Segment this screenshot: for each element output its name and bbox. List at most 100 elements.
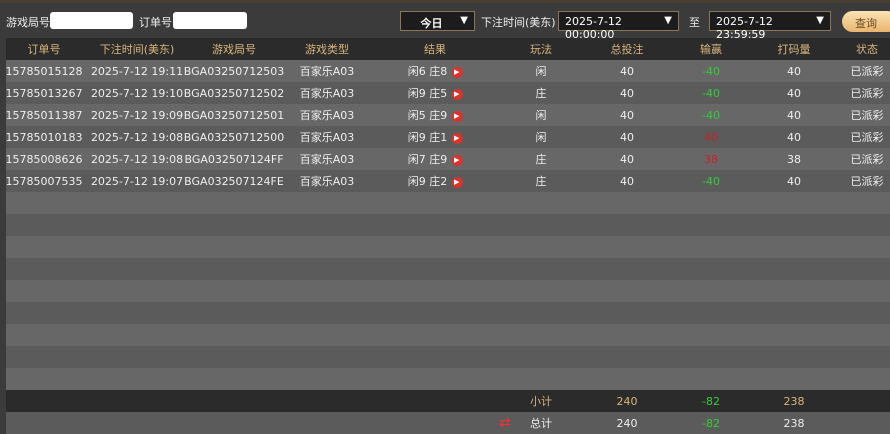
cell-text: 40 — [620, 86, 634, 100]
play-replay-icon[interactable]: ▶ — [451, 110, 463, 122]
cell-text: 40 — [787, 108, 801, 122]
play-replay-icon[interactable]: ▶ — [451, 132, 463, 144]
cell: 庄 — [536, 85, 547, 101]
cell-text: 闲9 庄5 — [407, 87, 448, 100]
cell: 40 — [787, 65, 801, 78]
column-header: 打码量 — [778, 41, 811, 57]
cell: BGA032507124FF — [184, 153, 283, 166]
table-row: 15785008626 2025-7-12 19:08 BGA032507124FF… — [6, 148, 890, 170]
cell: 百家乐A03 — [300, 85, 355, 101]
end-time-value: 2025-7-12 23:59:59 — [716, 15, 773, 41]
cell: 已派彩 — [851, 85, 884, 101]
cell-text: 闲 — [535, 109, 547, 122]
cell[interactable]: 闲9 庄5 ▶ — [408, 85, 463, 101]
empty-row — [6, 214, 890, 236]
cell-text: 40 — [620, 108, 634, 122]
cell: 已派彩 — [851, 173, 884, 189]
total-bet: 240 — [617, 417, 638, 430]
chevron-down-icon: ▼ — [816, 15, 824, 26]
column-header-text: 结果 — [424, 43, 446, 56]
cell: 2025-7-12 19:10 — [91, 87, 183, 100]
play-replay-icon[interactable]: ▶ — [451, 88, 463, 100]
cell-text: 40 — [787, 174, 801, 188]
total-win: -82 — [702, 417, 720, 430]
cell: 40 — [620, 153, 634, 166]
total-turnover: 238 — [784, 417, 805, 430]
cell[interactable]: 闲6 庄8 ▶ — [408, 63, 463, 79]
cell-text: 已派彩 — [850, 131, 884, 144]
cell: 庄 — [536, 173, 547, 189]
column-header: 游戏局号 — [212, 41, 256, 57]
column-header: 状态 — [856, 41, 878, 57]
cell-text: BGA03250712501 — [183, 108, 285, 122]
subtotal-bet: 240 — [617, 395, 638, 408]
subtotal-turnover-text: 238 — [783, 394, 805, 408]
cell[interactable]: 闲9 庄1 ▶ — [408, 129, 463, 145]
cell-text: 闲9 庄2 — [407, 175, 448, 188]
query-button[interactable]: 查询 — [842, 11, 890, 32]
cell-text: 已派彩 — [850, 65, 884, 78]
cell: 15785011387 — [6, 109, 83, 122]
cell-text: 闲 — [535, 65, 547, 78]
table-row: 15785010183 2025-7-12 19:08 BGA03250712500… — [6, 126, 890, 148]
cell: 百家乐A03 — [300, 151, 355, 167]
cell: BGA03250712503 — [184, 65, 284, 78]
cell: 闲 — [536, 63, 547, 79]
play-replay-icon[interactable]: ▶ — [451, 154, 463, 166]
cell-text: BGA03250712503 — [183, 64, 285, 78]
refresh-icon[interactable]: ⇄ — [499, 415, 511, 431]
cell-text: 40 — [620, 130, 634, 144]
period-select[interactable]: 今日 ▼ — [400, 11, 475, 31]
order-label: 订单号 — [139, 16, 172, 29]
subtotal-win: -82 — [702, 395, 720, 408]
table-row: 15785011387 2025-7-12 19:09 BGA03250712501… — [6, 104, 890, 126]
table-row: 15785015128 2025-7-12 19:11 BGA03250712503… — [6, 60, 890, 82]
start-time-select[interactable]: 2025-7-12 00:00:00 ▼ — [558, 11, 679, 41]
subtotal-label: 小计 — [530, 393, 552, 409]
column-header-text: 下注时间(美东) — [99, 43, 175, 56]
cell: 38 — [704, 153, 718, 166]
end-time-select[interactable]: 2025-7-12 23:59:59 ▼ — [709, 11, 831, 41]
cell-text: 2025-7-12 19:07 — [90, 174, 184, 188]
cell-text: 闲 — [535, 131, 547, 144]
cell-text: 百家乐A03 — [299, 65, 355, 78]
cell: 2025-7-12 19:11 — [91, 65, 183, 78]
total-label: 总计 — [530, 415, 552, 431]
cell: 已派彩 — [851, 107, 884, 123]
cell: BGA032507124FE — [184, 175, 284, 188]
cell: -40 — [702, 175, 720, 188]
cell[interactable]: 闲5 庄9 ▶ — [408, 107, 463, 123]
subtotal-bet-text: 240 — [616, 394, 638, 408]
column-header: 下注时间(美东) — [100, 41, 175, 57]
column-header-text: 玩法 — [530, 43, 552, 56]
column-header: 游戏类型 — [305, 41, 349, 57]
cell-text: 40 — [787, 86, 801, 100]
table-row: 15785013267 2025-7-12 19:10 BGA03250712502… — [6, 82, 890, 104]
cell-text: 2025-7-12 19:09 — [90, 108, 184, 122]
column-header-text: 游戏类型 — [305, 43, 349, 56]
order-input[interactable] — [173, 12, 247, 29]
empty-row — [6, 258, 890, 280]
cell[interactable]: 闲7 庄9 ▶ — [408, 151, 463, 167]
cell: 15785013267 — [6, 87, 83, 100]
cell-text: 闲7 庄9 — [407, 153, 448, 166]
cell-text: 15785015128 — [5, 64, 83, 78]
cell: 闲 — [536, 107, 547, 123]
cell-text: BGA03250712502 — [183, 86, 285, 100]
column-header-text: 总投注 — [610, 43, 644, 56]
column-header: 玩法 — [530, 41, 552, 57]
column-header-text: 游戏局号 — [212, 43, 256, 56]
cell-text: 闲9 庄1 — [407, 131, 448, 144]
cell-text: 闲6 庄8 — [407, 65, 448, 78]
game-round-input[interactable] — [50, 12, 133, 29]
cell-text: -40 — [702, 108, 720, 122]
to-label: 至 — [689, 16, 700, 29]
cell-text: 2025-7-12 19:10 — [90, 86, 184, 100]
total-turnover-text: 238 — [783, 416, 805, 430]
chevron-down-icon: ▼ — [664, 15, 672, 26]
cell: -40 — [702, 109, 720, 122]
play-replay-icon[interactable]: ▶ — [451, 66, 463, 78]
cell-text: 百家乐A03 — [299, 153, 355, 166]
play-replay-icon[interactable]: ▶ — [451, 176, 463, 188]
cell[interactable]: 闲9 庄2 ▶ — [408, 173, 463, 189]
